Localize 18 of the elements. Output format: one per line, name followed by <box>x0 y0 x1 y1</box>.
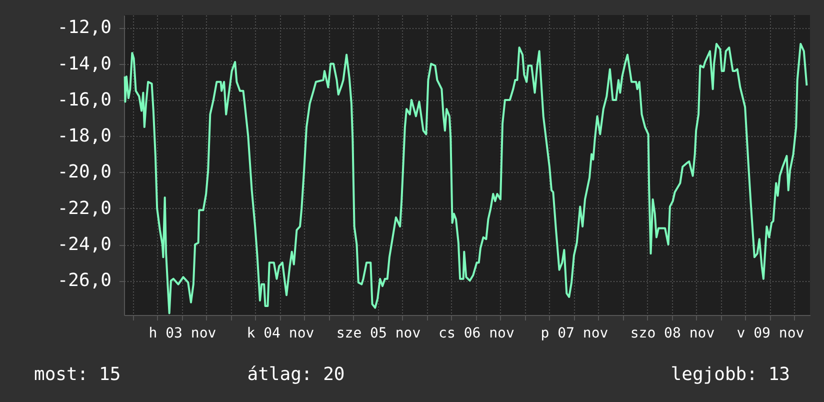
x-tick-label: cs 06 nov <box>438 326 514 342</box>
y-tick-label: -24,0 <box>57 234 112 256</box>
y-tick-label: -12,0 <box>57 17 112 38</box>
x-tick-label: v 09 nov <box>736 326 804 342</box>
text: legjobb: 13 <box>670 364 790 385</box>
x-tick-label: sze 05 nov <box>336 326 421 342</box>
y-tick-label: -20,0 <box>57 162 112 183</box>
x-tick-label: p 07 nov <box>540 326 608 342</box>
y-tick-label: -18,0 <box>57 126 112 147</box>
x-tick-label: k 04 nov <box>246 326 314 342</box>
y-tick-label: -26,0 <box>57 270 112 292</box>
x-tick-label: szo 08 nov <box>630 326 715 342</box>
x-tick-label: h 03 nov <box>148 326 216 342</box>
text: átlag: 20 <box>247 364 345 385</box>
y-tick-label: -22,0 <box>57 198 112 219</box>
text: most: 15 <box>34 364 121 385</box>
y-tick-label: -16,0 <box>57 89 112 110</box>
y-tick-label: -14,0 <box>57 53 112 74</box>
